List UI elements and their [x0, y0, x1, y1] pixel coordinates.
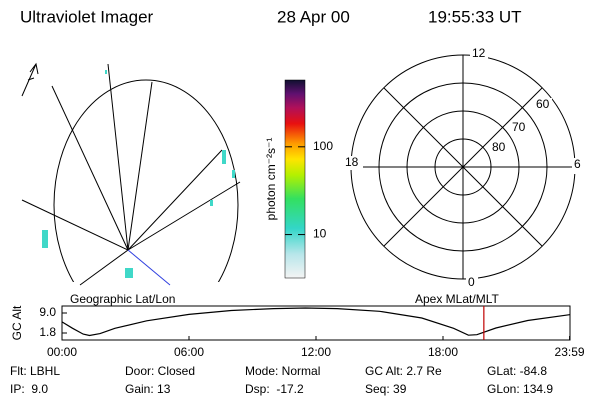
lat-label: 80	[492, 140, 506, 154]
info-field: Flt: LBHL	[10, 364, 60, 378]
meridian	[51, 85, 129, 251]
altitude-line	[61, 307, 570, 337]
info-field: Gain: 13	[125, 382, 171, 396]
meridian	[107, 63, 129, 251]
info-field: Door: Closed	[125, 364, 195, 378]
sun-line	[127, 249, 171, 286]
colorbar-label: photon cm⁻²s⁻¹	[264, 138, 278, 221]
x-tick-label: 00:00	[47, 345, 77, 359]
info-field: Dsp: -17.2	[245, 382, 304, 396]
date: 28 Apr 00	[277, 7, 350, 26]
colorbar-scale	[284, 79, 306, 279]
x-tick-label: 06:00	[174, 345, 204, 359]
status-info: Flt: LBHL Door: Closed Mode: Normal GC Alt:…	[10, 364, 553, 396]
x-tick-label: 18:00	[428, 345, 458, 359]
map-caption: Geographic Lat/Lon	[70, 292, 175, 306]
mlt-label: 6	[574, 157, 581, 171]
mlt-label: 0	[468, 275, 475, 289]
x-tick-label: 12:00	[301, 345, 331, 359]
y-tick-label: 9.0	[39, 305, 56, 319]
geographic-map	[0, 62, 260, 332]
mlt-label: 18	[345, 155, 359, 169]
colorbar: photon cm⁻²s⁻¹	[264, 79, 306, 279]
lat-label: 60	[536, 97, 550, 111]
polar-plot: 12 6 0 18 60 70 80	[343, 46, 584, 290]
colorbar-tick-label: 100	[313, 139, 333, 153]
time: 19:55:33 UT	[428, 7, 522, 26]
info-field: IP: 9.0	[10, 382, 48, 396]
y-axis-label: GC Alt	[10, 305, 24, 340]
compass	[21, 62, 39, 97]
meridian	[127, 149, 223, 251]
speckles	[42, 70, 235, 278]
x-tick-label: 23:59	[555, 345, 585, 359]
title: Ultraviolet Imager	[20, 7, 154, 26]
info-field: Mode: Normal	[245, 364, 320, 378]
meridian	[127, 181, 241, 251]
polar-caption: Apex MLat/MLT	[415, 292, 499, 306]
lat-label: 70	[512, 120, 526, 134]
meridian	[127, 81, 153, 251]
meridian	[21, 199, 129, 251]
info-field: GLon: 134.9	[487, 382, 553, 396]
info-field: GLat: -84.8	[487, 364, 547, 378]
altitude-timeline: GC Alt 9.0 1.8 00:00 06:00 12:00 18:00 23:59	[10, 305, 585, 359]
info-field: Seq: 39	[365, 382, 407, 396]
mlt-label: 12	[472, 46, 486, 60]
colorbar-tick-label: 10	[313, 227, 327, 241]
info-field: GC Alt: 2.7 Re	[365, 364, 442, 378]
y-tick-label: 1.8	[39, 325, 56, 339]
meridian	[79, 249, 129, 286]
